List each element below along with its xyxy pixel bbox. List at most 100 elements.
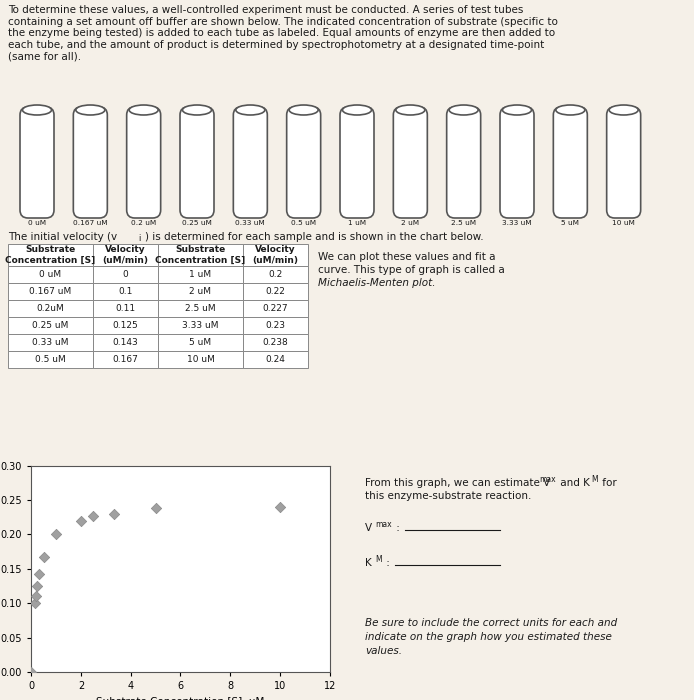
Bar: [158, 244, 243, 266]
Bar: [243, 300, 308, 317]
Point: [108, 508, 119, 519]
FancyBboxPatch shape: [20, 107, 54, 218]
Text: 0.24: 0.24: [266, 355, 285, 364]
Text: 0.25 uM: 0.25 uM: [33, 321, 69, 330]
Bar: [93, 266, 158, 283]
Ellipse shape: [236, 105, 265, 115]
Text: Substrate
Concentration [S]: Substrate Concentration [S]: [155, 245, 246, 265]
Bar: [158, 317, 243, 334]
Ellipse shape: [556, 105, 585, 115]
Text: Substrate
Concentration [S]: Substrate Concentration [S]: [6, 245, 96, 265]
Text: max: max: [375, 520, 391, 529]
Text: M: M: [375, 555, 382, 564]
Text: To determine these values, a well-controlled experiment must be conducted. A ser: To determine these values, a well-contro…: [8, 5, 558, 62]
Point: [76, 515, 87, 526]
Ellipse shape: [502, 105, 532, 115]
Text: 5 uM: 5 uM: [561, 220, 579, 226]
Bar: [93, 317, 158, 334]
Text: this enzyme-substrate reaction.: this enzyme-substrate reaction.: [365, 491, 532, 501]
Text: 1 uM: 1 uM: [189, 270, 212, 279]
Text: i: i: [138, 234, 140, 243]
Bar: [8, 300, 93, 317]
Bar: [243, 351, 308, 368]
Ellipse shape: [76, 105, 105, 115]
Text: 0: 0: [123, 270, 128, 279]
Text: max: max: [539, 475, 556, 484]
Point: [38, 552, 49, 563]
Text: and K: and K: [557, 478, 590, 488]
Point: [150, 503, 161, 514]
Point: [34, 568, 45, 579]
Text: 2.5 uM: 2.5 uM: [451, 220, 476, 226]
Text: Velocity
(uM/min): Velocity (uM/min): [253, 245, 298, 265]
Text: 5 uM: 5 uM: [189, 338, 212, 347]
Bar: [8, 334, 93, 351]
Bar: [158, 334, 243, 351]
Point: [88, 510, 99, 522]
Text: 0.238: 0.238: [262, 338, 289, 347]
Ellipse shape: [609, 105, 638, 115]
Ellipse shape: [289, 105, 318, 115]
Text: 0.5 uM: 0.5 uM: [291, 220, 316, 226]
Bar: [8, 283, 93, 300]
Bar: [93, 334, 158, 351]
Text: 10 uM: 10 uM: [187, 355, 214, 364]
Text: V: V: [365, 523, 372, 533]
FancyBboxPatch shape: [127, 107, 161, 218]
Text: 0.167: 0.167: [112, 355, 138, 364]
Text: 0.22: 0.22: [266, 287, 285, 296]
Text: The initial velocity (v: The initial velocity (v: [8, 232, 117, 242]
Point: [32, 580, 43, 592]
Text: 0.167 uM: 0.167 uM: [73, 220, 108, 226]
Text: 2 uM: 2 uM: [401, 220, 419, 226]
Text: :: :: [383, 558, 390, 568]
Point: [31, 591, 42, 602]
Text: 0.143: 0.143: [112, 338, 138, 347]
Text: Michaelis-Menten plot.: Michaelis-Menten plot.: [318, 278, 436, 288]
Text: 0.2: 0.2: [269, 270, 282, 279]
Text: 0.167 uM: 0.167 uM: [29, 287, 71, 296]
FancyBboxPatch shape: [180, 107, 214, 218]
Ellipse shape: [449, 105, 478, 115]
Text: 2.5 uM: 2.5 uM: [185, 304, 216, 313]
Ellipse shape: [396, 105, 425, 115]
Bar: [243, 317, 308, 334]
Ellipse shape: [343, 105, 371, 115]
Text: M: M: [591, 475, 598, 484]
Text: 0.2 uM: 0.2 uM: [131, 220, 156, 226]
Bar: [158, 283, 243, 300]
Text: 2 uM: 2 uM: [189, 287, 212, 296]
Bar: [243, 266, 308, 283]
Text: 0.125: 0.125: [112, 321, 138, 330]
Point: [274, 501, 285, 512]
Text: ) is determined for each sample and is shown in the chart below.: ) is determined for each sample and is s…: [145, 232, 484, 242]
Ellipse shape: [129, 105, 158, 115]
Bar: [243, 334, 308, 351]
FancyBboxPatch shape: [233, 107, 267, 218]
Point: [26, 666, 37, 678]
Text: 0.25 uM: 0.25 uM: [182, 220, 212, 226]
Text: 3.33 uM: 3.33 uM: [502, 220, 532, 226]
Point: [30, 598, 41, 609]
Text: 10 uM: 10 uM: [612, 220, 635, 226]
FancyBboxPatch shape: [74, 107, 108, 218]
Bar: [93, 244, 158, 266]
Text: K: K: [365, 558, 372, 568]
Text: From this graph, we can estimate V: From this graph, we can estimate V: [365, 478, 550, 488]
Bar: [243, 283, 308, 300]
Text: for: for: [599, 478, 617, 488]
Bar: [8, 351, 93, 368]
Bar: [243, 244, 308, 266]
FancyBboxPatch shape: [553, 107, 587, 218]
Bar: [8, 317, 93, 334]
Text: 0.23: 0.23: [266, 321, 285, 330]
Text: 0.33 uM: 0.33 uM: [32, 338, 69, 347]
Text: 0 uM: 0 uM: [28, 220, 46, 226]
FancyBboxPatch shape: [393, 107, 428, 218]
Text: 0.2uM: 0.2uM: [37, 304, 65, 313]
Bar: [93, 351, 158, 368]
Ellipse shape: [183, 105, 212, 115]
Text: Velocity
(uM/min): Velocity (uM/min): [103, 245, 149, 265]
FancyBboxPatch shape: [607, 107, 641, 218]
Text: Be sure to include the correct units for each and
indicate on the graph how you : Be sure to include the correct units for…: [365, 618, 617, 656]
